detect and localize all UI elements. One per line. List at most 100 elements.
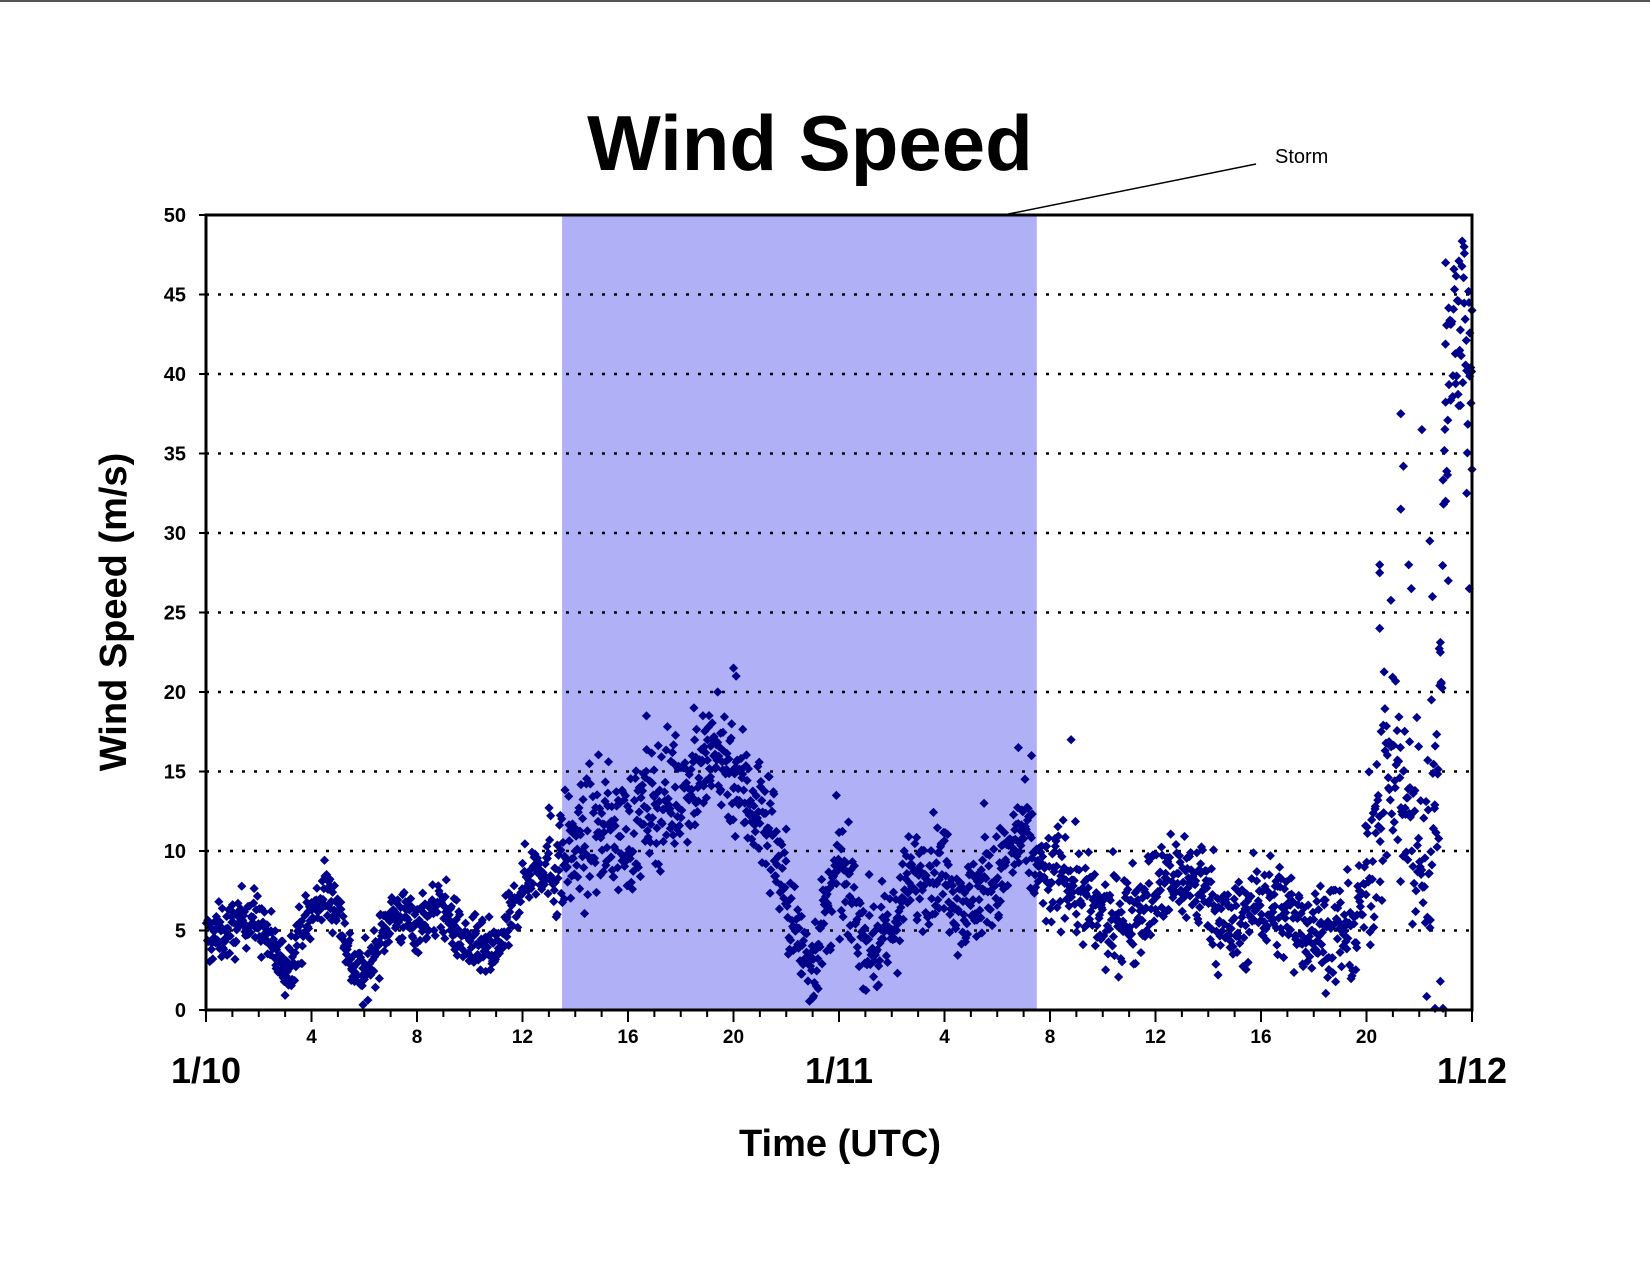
data-point xyxy=(1146,904,1156,914)
data-point xyxy=(602,843,612,853)
data-point xyxy=(257,904,267,914)
data-point xyxy=(1279,884,1290,894)
data-point xyxy=(1128,939,1138,949)
data-point xyxy=(1213,970,1223,980)
data-point xyxy=(1058,815,1068,825)
data-point xyxy=(496,945,506,955)
data-point xyxy=(417,926,427,936)
data-point xyxy=(369,925,379,936)
data-point xyxy=(1026,751,1037,761)
data-point xyxy=(880,891,890,901)
data-point xyxy=(906,852,916,863)
data-point xyxy=(700,726,710,736)
data-point xyxy=(1016,820,1027,830)
data-point xyxy=(918,926,928,937)
data-point xyxy=(1238,961,1248,972)
data-point xyxy=(846,934,857,945)
data-point xyxy=(1229,913,1239,923)
data-point xyxy=(270,953,280,963)
data-point xyxy=(408,933,418,943)
data-point xyxy=(1439,445,1449,456)
data-point xyxy=(1070,816,1081,827)
data-point xyxy=(1369,912,1379,922)
data-point xyxy=(385,929,395,939)
data-point xyxy=(1278,910,1288,920)
data-point xyxy=(849,861,860,871)
data-point xyxy=(1155,867,1165,877)
data-point xyxy=(462,927,472,938)
data-point xyxy=(1413,833,1424,844)
data-point xyxy=(803,976,813,986)
data-point xyxy=(1234,877,1244,887)
data-point xyxy=(869,956,879,966)
data-point xyxy=(936,838,946,849)
data-point xyxy=(1443,415,1453,425)
data-point xyxy=(554,865,564,876)
data-point xyxy=(1448,304,1459,314)
data-point xyxy=(1128,858,1138,868)
data-point xyxy=(667,747,678,758)
data-point xyxy=(822,889,832,899)
data-point xyxy=(1127,905,1137,915)
data-point xyxy=(755,818,765,828)
data-point xyxy=(1023,803,1033,814)
data-point xyxy=(578,794,588,805)
data-point xyxy=(665,823,675,834)
data-point xyxy=(1362,857,1372,867)
data-point xyxy=(531,889,541,899)
data-point xyxy=(1237,885,1247,895)
data-point xyxy=(403,915,413,925)
data-point xyxy=(1191,896,1201,907)
data-point xyxy=(543,848,554,859)
data-point xyxy=(718,727,728,737)
data-point xyxy=(905,878,915,888)
data-point xyxy=(1417,865,1427,875)
data-point xyxy=(302,897,312,907)
data-point xyxy=(538,867,548,878)
data-point xyxy=(1100,880,1110,890)
data-point xyxy=(259,907,270,917)
data-point xyxy=(939,903,949,914)
data-point xyxy=(644,848,655,858)
data-point xyxy=(363,995,373,1005)
data-point xyxy=(1069,875,1079,886)
data-point xyxy=(756,777,766,787)
data-point xyxy=(1255,900,1265,910)
data-point xyxy=(924,919,934,929)
data-point xyxy=(1365,940,1375,950)
data-point xyxy=(1379,808,1389,818)
data-point xyxy=(765,888,775,898)
data-point xyxy=(869,902,879,912)
data-point xyxy=(699,781,709,791)
data-point xyxy=(1046,917,1056,927)
y-tick-label: 20 xyxy=(164,682,186,704)
data-point xyxy=(525,870,535,880)
data-point xyxy=(505,897,515,907)
data-point xyxy=(838,912,848,922)
data-point xyxy=(1366,901,1376,911)
data-point xyxy=(1165,860,1175,871)
data-point xyxy=(849,882,859,892)
data-point xyxy=(797,969,807,979)
data-point xyxy=(793,943,804,953)
data-point xyxy=(900,885,910,896)
data-point xyxy=(1420,853,1430,863)
data-point xyxy=(1164,905,1174,915)
data-point xyxy=(767,830,778,841)
data-point xyxy=(1414,741,1424,752)
data-point xyxy=(560,785,570,795)
data-point xyxy=(1459,248,1469,258)
data-point xyxy=(890,934,900,944)
data-point xyxy=(825,883,835,893)
data-point xyxy=(1407,919,1418,929)
data-point xyxy=(1336,962,1347,972)
data-point xyxy=(601,856,612,866)
data-point xyxy=(647,778,657,788)
data-point xyxy=(1044,833,1054,843)
data-point xyxy=(981,873,991,884)
data-point xyxy=(753,761,763,772)
data-point xyxy=(902,868,912,879)
data-point xyxy=(1342,944,1352,954)
data-point xyxy=(863,934,874,944)
data-point xyxy=(1041,841,1052,851)
